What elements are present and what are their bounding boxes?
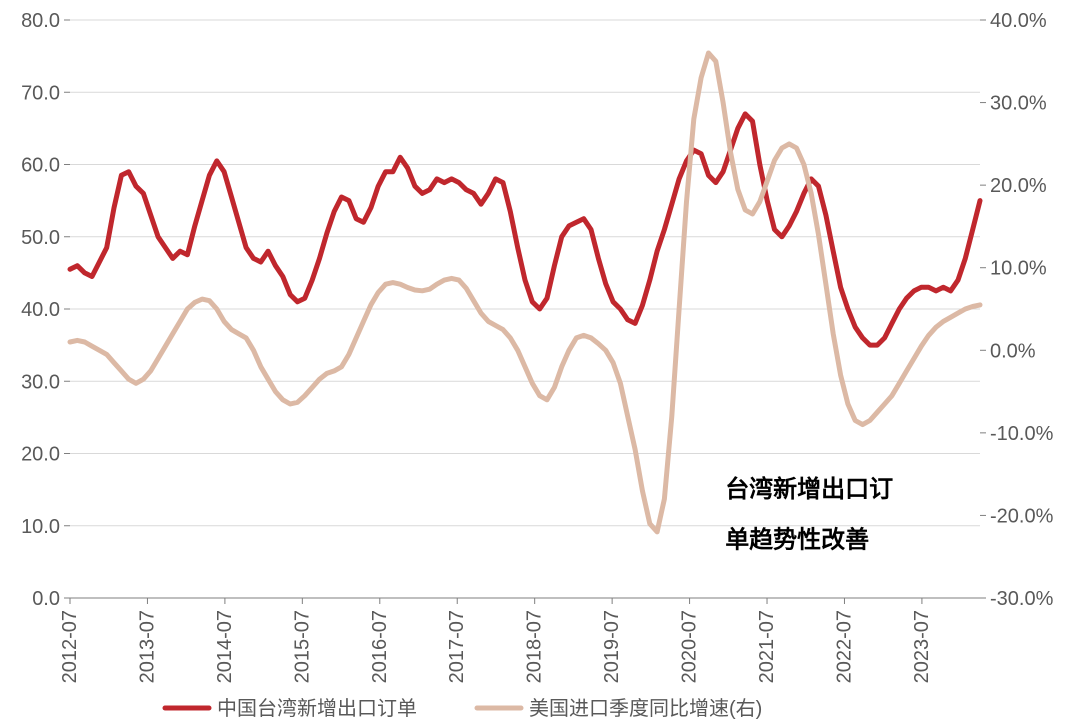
y-left-tick-label: 20.0 (21, 444, 60, 466)
y-left-tick-label: 60.0 (21, 155, 60, 177)
x-tick-label: 2023-07 (911, 610, 933, 683)
x-tick-label: 2022-07 (833, 610, 855, 683)
x-tick-label: 2013-07 (136, 610, 158, 683)
y-left-tick-label: 50.0 (21, 227, 60, 249)
annotation-line-1: 台湾新增出口订 (725, 475, 893, 503)
line-chart: 0.0 10.0 20.0 30.0 40.0 50.0 60.0 70.0 80.0 -30.0… (0, 0, 1080, 728)
y-left-tick-label: 0.0 (32, 588, 60, 610)
x-tick-label: 2016-07 (369, 610, 391, 683)
series-line (70, 114, 980, 345)
y-left-tick-label: 40.0 (21, 299, 60, 321)
annotation-line-2: 单趋势性改善 (725, 525, 869, 553)
y-right-tick-label: -30.0% (990, 588, 1054, 610)
x-tick-label: 2012-07 (59, 610, 81, 683)
x-tick-label: 2014-07 (214, 610, 236, 683)
x-tick-label: 2015-07 (291, 610, 313, 683)
legend-label: 中国台湾新增出口订单 (217, 697, 417, 720)
x-tick-label: 2018-07 (524, 610, 546, 683)
y-left-tick-label: 10.0 (21, 516, 60, 538)
x-tick-label: 2019-07 (601, 610, 623, 683)
y-right-tick-label: 30.0% (990, 93, 1047, 115)
x-tick-label: 2021-07 (756, 610, 778, 683)
legend-label: 美国进口季度同比增速(右) (529, 697, 762, 720)
y-right-tick-label: 10.0% (990, 258, 1047, 280)
x-tick-label: 2017-07 (446, 610, 468, 683)
y-right-tick-label: -10.0% (990, 423, 1054, 445)
y-left-tick-label: 70.0 (21, 82, 60, 104)
y-left-tick-label: 30.0 (21, 371, 60, 393)
y-right-tick-label: 40.0% (990, 10, 1047, 32)
y-left-tick-label: 80.0 (21, 10, 60, 32)
chart-container: 0.0 10.0 20.0 30.0 40.0 50.0 60.0 70.0 80.0 -30.0… (0, 0, 1080, 728)
x-tick-label: 2020-07 (679, 610, 701, 683)
y-right-tick-label: 20.0% (990, 175, 1047, 197)
y-right-tick-label: 0.0% (990, 340, 1036, 362)
y-right-tick-label: -20.0% (990, 505, 1054, 527)
